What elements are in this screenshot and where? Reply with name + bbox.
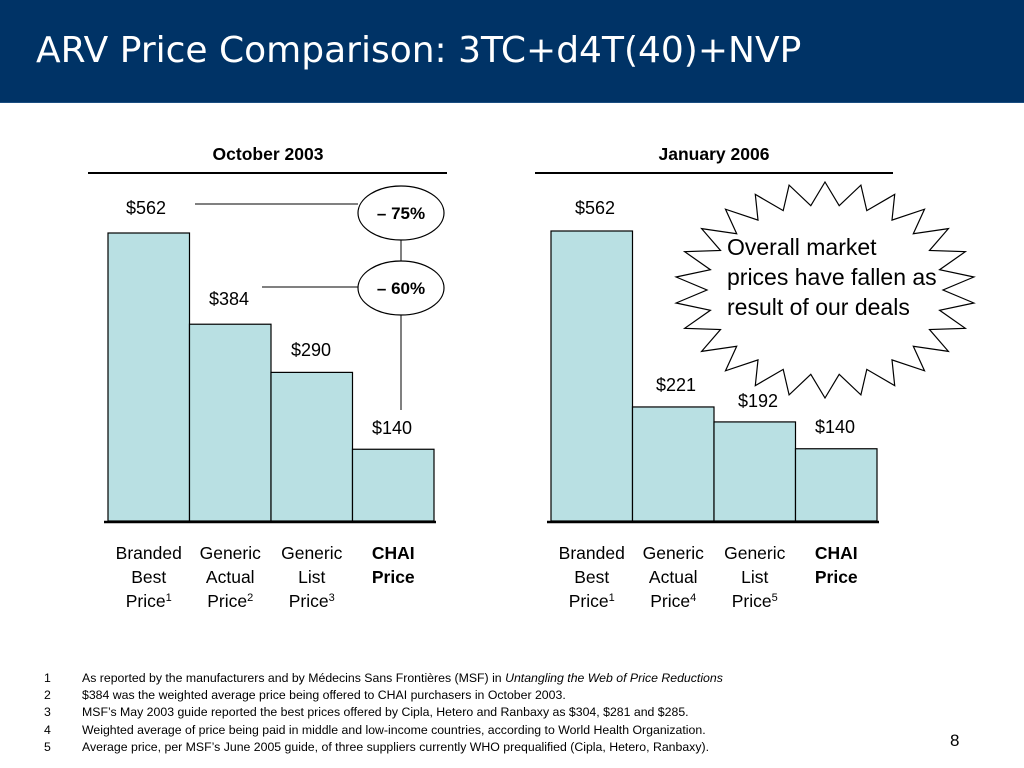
category-label: CHAI [372,543,415,563]
bar [188,323,272,522]
bar [794,448,878,522]
category-label: List [298,567,325,587]
percent-bubble [357,260,445,316]
category-label: Generic [643,543,705,563]
percent-label: – 60% [377,279,425,298]
category-label: Generic [724,543,786,563]
footnote-ref: 1 [166,592,172,604]
category-label: Price3 [289,591,335,611]
footnote-ref: 1 [609,592,615,604]
footnote-ref: 5 [772,592,778,604]
bar [270,371,354,522]
footnote-text: As reported by the manufacturers and by … [82,671,723,685]
value-label: $562 [575,198,615,218]
footnote-number: 3 [44,705,51,720]
footnote-ref: 4 [690,592,696,604]
category-label: Price5 [732,591,778,611]
footnote-number: 1 [44,671,51,685]
footnote-4: 4 Weighted average of price being paid i… [44,722,944,739]
bar [550,230,634,522]
category-label: Price1 [569,591,615,611]
footnote-1: 1 As reported by the manufacturers and b… [44,670,944,687]
footnote-text: MSF’s May 2003 guide reported the best p… [82,705,689,720]
percent-bubble [357,185,445,241]
category-label: Branded [116,543,182,563]
chart-1: October 2003 $562 $384 $290 $140 Branded Best P… [88,144,447,611]
category-label: CHAI [815,543,858,563]
category-label: Best [574,567,609,587]
footnote-ref: 3 [329,592,335,604]
category-label: Actual [206,567,255,587]
value-label: $384 [209,289,249,309]
callout-text: Overall market prices have fallen as res… [727,234,937,320]
starburst-callout [674,180,976,400]
category-label: Best [131,567,166,587]
category-label: Price [372,567,415,587]
footnote-text: $384 was the weighted average price bein… [82,688,566,703]
category-label: Price [815,567,858,587]
footnote-number: 4 [44,722,51,737]
footnote-number: 5 [44,739,51,754]
category-label: Price4 [650,591,696,611]
footnotes: 1 As reported by the manufacturers and b… [44,670,944,756]
chart-2: January 2006 $562 $221 $192 $140 Branded Best P… [535,144,893,611]
value-label: $290 [291,340,331,360]
slide-title: ARV Price Comparison: 3TC+d4T(40)+NVP [36,30,802,71]
category-label: Generic [200,543,262,563]
value-label: $192 [738,391,778,411]
category-label: Generic [281,543,343,563]
bar [107,232,191,522]
chart-title: October 2003 [213,144,324,164]
category-label: List [741,567,768,587]
bar [713,421,797,522]
value-label: $221 [656,375,696,395]
page-number: 8 [950,731,960,750]
category-label: Branded [559,543,625,563]
footnote-number: 2 [44,688,51,703]
value-label: $140 [372,418,412,438]
footnote-ref: 2 [247,592,253,604]
bar [631,406,715,522]
footnote-text: Weighted average of price being paid in … [82,722,706,737]
category-label: Actual [649,567,698,587]
footnote-text: Average price, per MSF’s June 2005 guide… [82,739,709,754]
title-bar: ARV Price Comparison: 3TC+d4T(40)+NVP [0,0,1024,103]
chart-title: January 2006 [659,144,770,164]
category-label: Price2 [207,591,253,611]
category-label: Price1 [126,591,172,611]
footnote-emphasis: Untangling the Web of Price Reductions [505,671,723,685]
percent-label: – 75% [377,204,425,223]
bar [351,448,435,522]
footnote-2: 2 $384 was the weighted average price be… [44,687,944,704]
value-label: $140 [815,417,855,437]
footnote-5: 5 Average price, per MSF’s June 2005 gui… [44,739,944,756]
value-label: $562 [126,198,166,218]
footnote-3: 3 MSF’s May 2003 guide reported the best… [44,704,944,721]
